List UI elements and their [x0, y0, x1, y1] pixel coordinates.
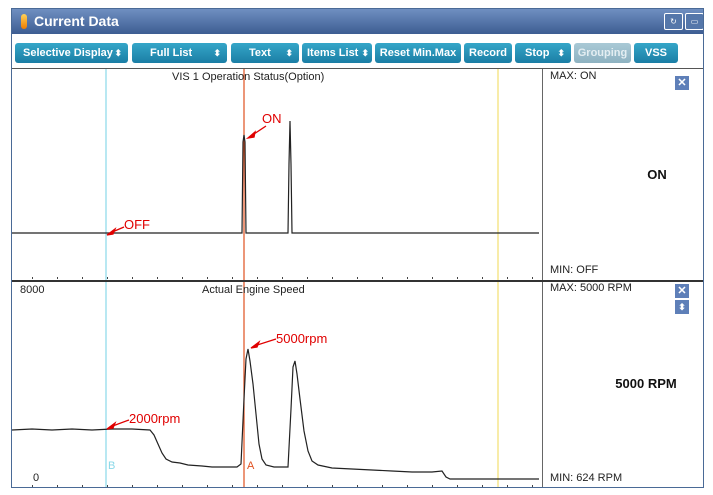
- text-label: Text: [249, 47, 271, 59]
- reset-min-max-button[interactable]: Reset Min.Max: [375, 43, 461, 63]
- annotation-2000rpm: 2000rpm: [129, 411, 181, 426]
- updown-arrow-icon: ⬍: [213, 48, 221, 58]
- updown-arrow-icon: ⬍: [285, 48, 293, 58]
- graph2-y-min-label: 0: [33, 472, 40, 484]
- cursor-b-label[interactable]: B: [108, 460, 116, 472]
- maximize-icon[interactable]: ▭: [685, 13, 703, 30]
- vss-button[interactable]: VSS: [634, 43, 678, 63]
- graph1-min: MIN: OFF: [550, 264, 599, 276]
- vis-status-trace: [12, 120, 539, 234]
- graph2-close-icon[interactable]: ✕: [675, 284, 689, 298]
- graph-area: VIS 1 Operation Status(Option) MAX: ON M…: [12, 68, 703, 487]
- annotation-arrow-5000-head: [250, 340, 261, 349]
- annotation-5000rpm: 5000rpm: [276, 331, 328, 346]
- graph2-resize-icon[interactable]: ⬍: [675, 300, 689, 314]
- stop-label: Stop: [525, 47, 550, 59]
- grouping-button: Grouping: [574, 43, 631, 63]
- graph2-max: MAX: 5000 RPM: [550, 282, 632, 294]
- graph-divider: [12, 280, 703, 282]
- graph2-min: MIN: 624 RPM: [550, 472, 623, 484]
- annotation-arrow-2000-head: [106, 421, 117, 430]
- graph1-current-value: ON: [647, 167, 667, 182]
- updown-arrow-icon: ⬍: [361, 48, 369, 58]
- graph1-ticks: [32, 277, 533, 279]
- record-button[interactable]: Record: [464, 43, 512, 63]
- cursor-a-label[interactable]: A: [247, 460, 255, 472]
- stop-button[interactable]: Stop ⬍: [515, 43, 571, 63]
- graph1-max: MAX: ON: [550, 70, 597, 82]
- selective-display-button[interactable]: Selective Display ⬍: [15, 43, 128, 63]
- retry-icon[interactable]: ↻: [664, 13, 683, 30]
- items-list-label: Items List: [307, 47, 359, 59]
- graph2-ticks: [32, 485, 533, 487]
- graph2-current-value: 5000 RPM: [615, 376, 677, 391]
- graph2-title: Actual Engine Speed: [202, 284, 305, 296]
- toolbar: Selective Display ⬍ Full List ⬍ Text ⬍ Item…: [12, 34, 703, 68]
- full-list-label: Full List: [150, 47, 193, 59]
- window-title: Current Data: [34, 13, 119, 29]
- selective-display-label: Selective Display: [23, 47, 113, 59]
- full-list-button[interactable]: Full List ⬍: [132, 43, 227, 63]
- annotation-arrow-off-head: [106, 227, 117, 236]
- graph-canvas: [12, 69, 539, 487]
- text-button[interactable]: Text ⬍: [231, 43, 299, 63]
- title-bar: Current Data ↻ ▭: [12, 9, 703, 34]
- annotation-off: OFF: [124, 217, 150, 232]
- graph1-title: VIS 1 Operation Status(Option): [172, 71, 325, 83]
- engine-speed-trace: [12, 348, 539, 480]
- updown-arrow-icon: ⬍: [114, 48, 122, 58]
- graph2-y-max-label: 8000: [20, 284, 45, 296]
- annotation-on: ON: [262, 111, 282, 126]
- items-list-button[interactable]: Items List ⬍: [302, 43, 372, 63]
- current-data-window: Current Data ↻ ▭ Selective Display ⬍ Full…: [11, 8, 704, 488]
- value-panel-divider: [542, 69, 543, 487]
- updown-arrow-icon: ⬍: [557, 48, 565, 58]
- graph1-close-icon[interactable]: ✕: [675, 76, 689, 90]
- status-light-icon: [21, 14, 27, 29]
- annotation-arrow-on-head: [245, 130, 257, 140]
